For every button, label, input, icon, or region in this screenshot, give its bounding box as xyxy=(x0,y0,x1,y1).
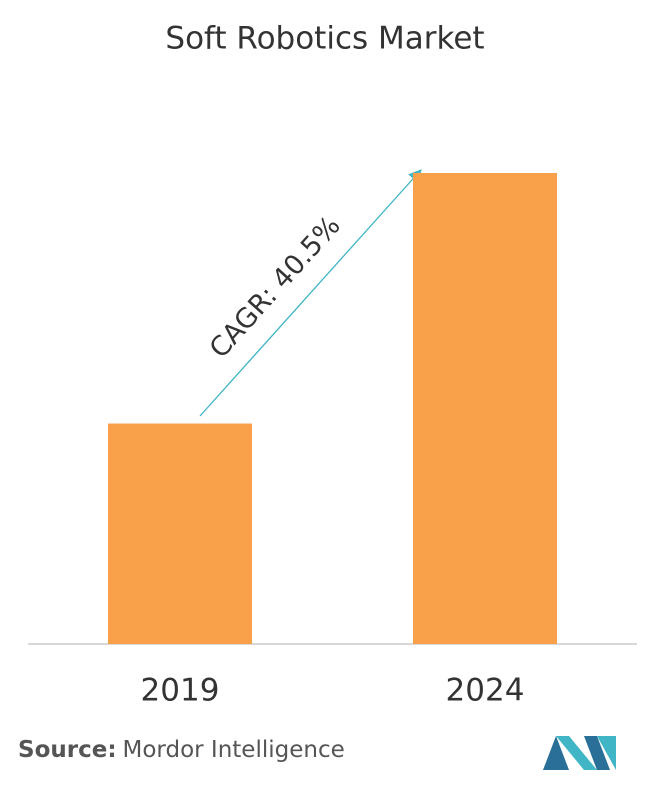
cagr-annotation: CAGR: 40.5% xyxy=(204,210,347,364)
source-name: Mordor Intelligence xyxy=(123,737,345,763)
cagr-arrow xyxy=(199,169,422,417)
x-tick-label: 2019 xyxy=(141,673,220,709)
source-label: Source: xyxy=(18,737,117,763)
bar xyxy=(413,173,557,644)
bar xyxy=(108,423,252,644)
source: Source: Mordor Intelligence xyxy=(18,737,345,763)
logo xyxy=(543,736,616,770)
chart-title: Soft Robotics Market xyxy=(165,21,484,57)
x-tick-label: 2024 xyxy=(446,673,525,709)
